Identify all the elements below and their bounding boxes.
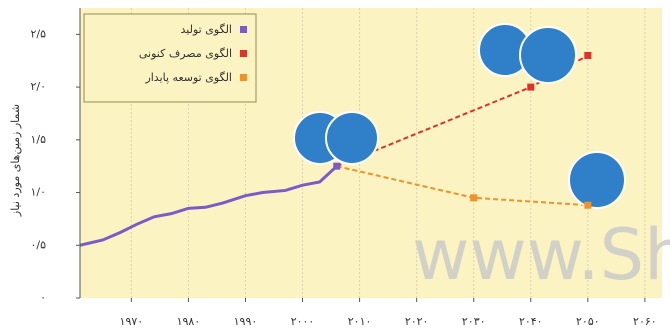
globe [325,111,379,165]
marker [470,194,478,202]
y-tick-label: ۲/۵ [30,27,46,40]
globe [568,151,626,209]
x-tick-label: ۲۰۰۰ [291,315,315,328]
y-tick-label: ۱/۰ [30,186,46,199]
globes [293,23,626,209]
y-tick-label: ۱/۵ [30,133,46,146]
x-tick-label: ۲۰۱۰ [348,315,372,328]
legend-label: الگوی توسعه پایدار [144,71,232,84]
x-tick-label: ۲۰۶۰ [633,315,657,328]
legend-label: الگوی تولید [181,23,232,36]
series-line [79,165,338,247]
marker [527,83,535,91]
y-axis-title: شمار زمین‌های مورد نیاز [9,104,22,217]
x-tick-label: ۱۹۷۰ [120,315,144,328]
marker [584,201,592,209]
legend-swatch [240,50,247,57]
y-tick-label: ۰/۵ [30,238,46,251]
x-tick-label: ۱۹۸۰ [177,315,201,328]
legend-swatch [240,74,247,81]
x-tick-label: ۲۰۳۰ [462,315,486,328]
marker [333,162,341,170]
y-tick-label: ۰ [40,291,46,304]
x-tick-label: ۱۹۹۰ [234,315,258,328]
legend-swatch [240,26,247,33]
x-tick-label: ۲۰۲۰ [405,315,429,328]
watermark: www.Shi [412,214,670,296]
x-tick-label: ۲۰۴۰ [519,315,543,328]
legend-label: الگوی مصرف کنونی [139,47,232,60]
legend-box [83,13,257,103]
x-tick-label: ۲۰۵۰ [576,315,600,328]
y-tick-label: ۲/۰ [30,80,46,93]
marker [584,51,592,59]
globe [519,26,577,84]
